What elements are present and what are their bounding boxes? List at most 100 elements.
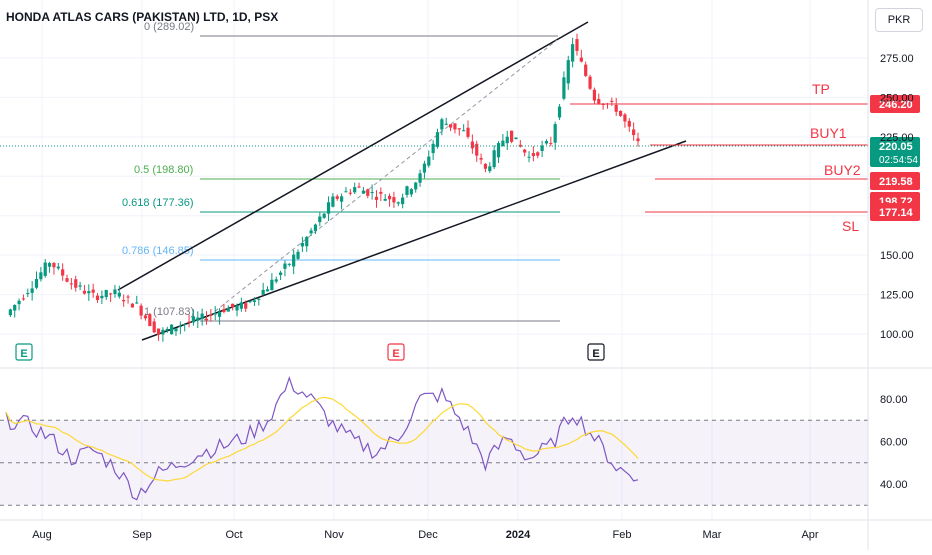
candle-body xyxy=(396,202,400,204)
price-tick-label: 250.00 xyxy=(880,92,914,104)
price-tick-label: 275.00 xyxy=(880,53,914,65)
candle-body xyxy=(139,305,143,316)
candle-body xyxy=(571,44,575,62)
candle-body xyxy=(414,182,418,190)
earnings-event-label: E xyxy=(592,348,599,360)
rsi-tick-label: 40.00 xyxy=(880,479,908,491)
fib-label: 0.5 (198.80) xyxy=(134,164,193,176)
rsi-line xyxy=(5,375,639,501)
candle-body xyxy=(222,309,226,313)
fib-trend-line xyxy=(203,39,558,321)
candle-body xyxy=(531,153,535,157)
candle-body xyxy=(56,266,60,269)
candle-body xyxy=(270,279,274,291)
price-tick-label: 125.00 xyxy=(880,290,914,302)
candle-body xyxy=(340,196,344,202)
candle-body xyxy=(235,305,239,311)
earnings-event-label: E xyxy=(20,348,27,360)
candle-body xyxy=(309,230,313,234)
candle-body xyxy=(47,263,52,267)
candle-body xyxy=(34,279,39,288)
candle-body xyxy=(135,302,139,304)
candle-body xyxy=(427,156,431,166)
candle-body xyxy=(204,318,209,321)
candle-body xyxy=(440,119,444,130)
trade-levels[interactable]: TPBUY1BUY2SL246.20220.0502:54:54219.5819… xyxy=(0,81,920,234)
candle-body xyxy=(466,127,470,137)
candle-body xyxy=(30,288,34,293)
candle-body xyxy=(453,123,457,130)
candle-body xyxy=(187,321,191,323)
candle-body xyxy=(366,189,370,196)
price-badge-countdown: 02:54:54 xyxy=(879,155,918,166)
candle-body xyxy=(226,307,230,312)
time-tick-label: Sep xyxy=(132,529,152,541)
candle-body xyxy=(579,57,583,62)
earnings-event-marker xyxy=(587,343,605,361)
candle-body xyxy=(553,124,557,143)
candle-body xyxy=(200,313,204,320)
candle-body xyxy=(174,328,178,332)
candle-body xyxy=(501,140,505,147)
price-badge-label: 246.20 xyxy=(879,99,913,111)
candle-body xyxy=(623,114,627,122)
candle-body xyxy=(632,129,636,136)
trend-channel[interactable] xyxy=(117,21,687,341)
candle-body xyxy=(401,197,405,205)
candle-body xyxy=(335,196,339,199)
candle-body xyxy=(104,289,108,298)
candle-body xyxy=(191,316,196,323)
candle-body xyxy=(183,324,187,326)
time-tick-label: Aug xyxy=(32,529,52,541)
candles[interactable] xyxy=(8,33,640,342)
candle-body xyxy=(17,300,21,305)
earnings-event-marker xyxy=(15,343,33,361)
rsi-tick-label: 80.00 xyxy=(880,394,908,406)
candle-body xyxy=(300,242,304,247)
earnings-event-marker xyxy=(387,343,405,361)
candle-body xyxy=(597,98,601,104)
candle-body xyxy=(82,290,87,294)
candle-body xyxy=(213,313,217,315)
candle-body xyxy=(488,166,492,172)
time-tick-label: Dec xyxy=(418,529,438,541)
rsi-pane[interactable] xyxy=(5,375,639,501)
candle-body xyxy=(117,292,121,297)
price-badge-label: 219.58 xyxy=(879,176,913,188)
time-tick-label: Apr xyxy=(801,529,818,541)
candle-body xyxy=(348,192,352,194)
candle-body xyxy=(492,150,496,168)
candle-body xyxy=(100,295,104,299)
candle-body xyxy=(278,272,283,276)
currency-button[interactable]: PKR xyxy=(875,8,923,32)
candle-body xyxy=(109,293,113,295)
candle-body xyxy=(514,137,518,140)
price-tick-label: 150.00 xyxy=(880,250,914,262)
candle-body xyxy=(313,224,318,231)
price-badge-label: 220.05 xyxy=(879,141,913,153)
candle-body xyxy=(409,189,413,195)
fib-levels[interactable]: 0 (289.02) 0.5 (198.80) 0.618 (177.36) 0.78… xyxy=(122,21,560,322)
candle-body xyxy=(43,262,47,276)
price-badge xyxy=(870,95,920,113)
candle-body xyxy=(65,278,69,282)
symbol-title: HONDA ATLAS CARS (PAKISTAN) LTD, 1D, PSX xyxy=(6,10,279,24)
sl-label: SL xyxy=(842,218,859,234)
candle-body xyxy=(479,157,483,160)
candle-body xyxy=(257,298,261,300)
candle-body xyxy=(448,124,453,128)
candle-body xyxy=(39,272,43,280)
time-tick-label: Mar xyxy=(703,529,722,541)
time-tick-label: 2024 xyxy=(506,529,531,541)
candle-body xyxy=(196,317,200,321)
candle-body xyxy=(383,198,387,201)
candle-body xyxy=(566,60,570,84)
candle-body xyxy=(588,76,592,89)
candle-body xyxy=(562,77,566,99)
candle-body xyxy=(78,285,82,287)
candle-body xyxy=(122,300,126,302)
